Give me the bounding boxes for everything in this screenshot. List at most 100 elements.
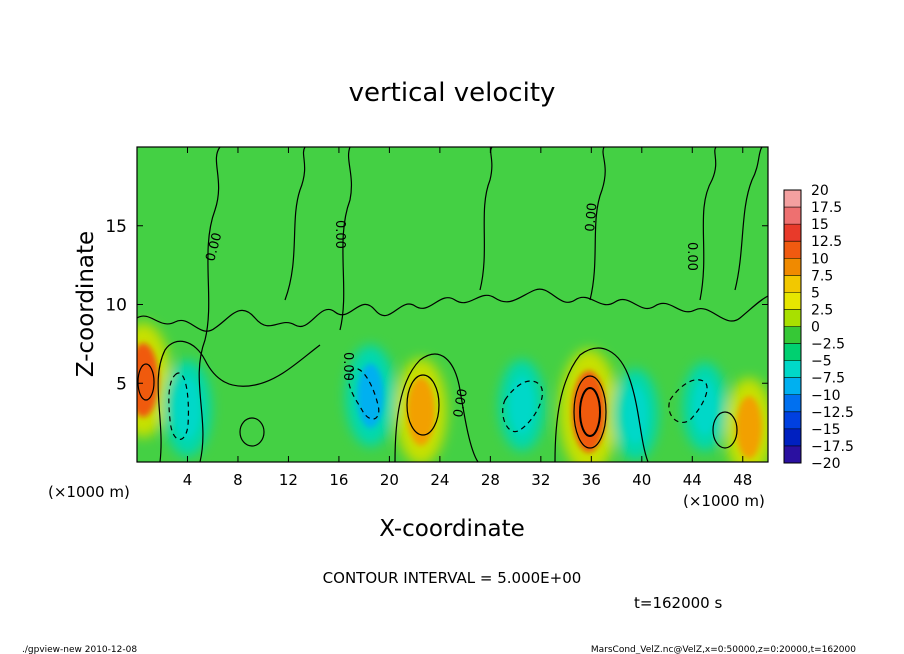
- colorbar-label: 12.5: [811, 234, 842, 250]
- x-tick-label: 48: [733, 471, 752, 489]
- x-tick-label: 44: [683, 471, 702, 489]
- colorbar-label: −10: [811, 388, 841, 404]
- contour-pos-22: [406, 374, 440, 436]
- contour-label: 0.00: [332, 220, 347, 249]
- x-tick-label: 16: [329, 471, 348, 489]
- colorbar-label: 10: [811, 251, 829, 267]
- colorbar-swatch: [784, 292, 801, 310]
- contour-pos-36-inner: [579, 387, 601, 437]
- colorbar-swatch: [784, 275, 801, 293]
- colorbar-label: −2.5: [811, 337, 845, 353]
- velocity-blob: [572, 370, 606, 453]
- colorbar-label: 0: [811, 320, 820, 336]
- zero-contour-upper-b: [284, 147, 306, 301]
- contour-label: 0.00: [340, 352, 355, 381]
- contour-neg-4: [168, 372, 190, 440]
- zero-contour-upper-e: [589, 147, 606, 301]
- plot-area: 0.00 0.00 0.00 0.00 0.00 0.00: [137, 147, 768, 462]
- contour-pos-left: [137, 363, 155, 401]
- y-tick-label: 15: [105, 217, 127, 237]
- colorbar-label: 2.5: [811, 302, 833, 318]
- velocity-field-cores: [137, 343, 762, 459]
- velocity-blob: [175, 378, 200, 439]
- colorbar-label: 20: [811, 183, 829, 199]
- contour-label: 0.00: [583, 202, 600, 232]
- x-axis-ticks: 4 8 12 16 20 24 28 32 36 40 44 48: [183, 147, 752, 489]
- velocity-blob: [357, 363, 384, 428]
- footer-right: MarsCond_VelZ.nc@VelZ,x=0:50000,z=0:2000…: [591, 645, 856, 654]
- colorbar-swatch: [784, 190, 801, 208]
- contour-label: 0.00: [451, 388, 471, 419]
- y-axis-ticks: 5 10 15: [105, 217, 768, 394]
- colorbar-swatch: [784, 445, 801, 464]
- colorbar-swatch: [784, 224, 801, 242]
- contour-label: 0.00: [684, 242, 699, 271]
- colorbar-swatch: [784, 428, 801, 447]
- contour-pos-36: [573, 375, 607, 449]
- y-tick-label: 5: [116, 374, 127, 394]
- velocity-blob: [736, 396, 762, 459]
- x-tick-label: 20: [380, 471, 399, 489]
- contour-neg-18: [348, 367, 380, 420]
- field-background: [137, 147, 768, 462]
- velocity-blob: [407, 377, 435, 446]
- chart-title: vertical velocity: [349, 78, 556, 108]
- x-tick-label: 12: [279, 471, 298, 489]
- colorbar-swatch: [784, 309, 801, 327]
- colorbar-swatch: [784, 360, 801, 379]
- colorbar-label: 17.5: [811, 200, 842, 216]
- x-tick-label: 32: [531, 471, 550, 489]
- x-tick-label: 36: [582, 471, 601, 489]
- colorbar-label: 15: [811, 217, 829, 233]
- zero-contour-upper-a: [198, 147, 221, 462]
- zero-contour-upper-g: [734, 147, 763, 291]
- colorbar-swatch: [784, 326, 801, 345]
- x-axis-title: X-coordinate: [379, 516, 525, 542]
- contour-neg-30: [502, 380, 543, 433]
- x-tick-label: 28: [481, 471, 500, 489]
- x-tick-label: 24: [430, 471, 449, 489]
- footer-left: ./gpview-new 2010-12-08: [22, 645, 137, 654]
- velocity-blob: [510, 377, 534, 434]
- zero-contour-lower-c: [554, 347, 649, 462]
- colorbar-swatch: [784, 394, 801, 413]
- colorbar-label: −7.5: [811, 371, 845, 387]
- x-tick-label: 8: [233, 471, 243, 489]
- x-unit-right: (×1000 m): [683, 492, 765, 510]
- colorbar-label: −5: [811, 354, 832, 370]
- time-text: t=162000 s: [634, 594, 722, 612]
- colorbar-swatch: [784, 207, 801, 225]
- colorbar-swatch: [784, 411, 801, 430]
- x-unit-left: (×1000 m): [48, 483, 130, 501]
- zero-contour-upper: [137, 288, 768, 332]
- colorbar-label: 7.5: [811, 268, 833, 284]
- colorbar-swatch: [784, 258, 801, 276]
- velocity-blob: [623, 386, 648, 443]
- colorbar-label: −15: [811, 422, 841, 438]
- colorbar-label: −20: [811, 456, 841, 472]
- zero-contour-upper-d: [479, 147, 493, 291]
- colorbar-swatch: [784, 343, 801, 362]
- contour-interval-text: CONTOUR INTERVAL = 5.000E+00: [323, 569, 582, 587]
- contour-label: 0.00: [203, 231, 225, 263]
- colorbar-label: −12.5: [811, 405, 854, 421]
- y-tick-label: 10: [105, 296, 127, 316]
- y-axis-title: Z-coordinate: [73, 231, 99, 377]
- contour-pos-10: [239, 417, 265, 447]
- zero-contour-lower-b: [394, 353, 479, 462]
- velocity-blob: [693, 379, 717, 435]
- x-tick-label: 40: [632, 471, 651, 489]
- colorbar-swatch: [784, 241, 801, 259]
- zero-contour-lower-a: [157, 340, 321, 462]
- contour-labels: 0.00 0.00 0.00 0.00 0.00 0.00: [203, 202, 699, 418]
- x-tick-label: 4: [183, 471, 193, 489]
- colorbar-label: −17.5: [811, 439, 854, 455]
- colorbar-label: 5: [811, 285, 820, 301]
- colorbar-swatch: [784, 377, 801, 396]
- zero-contour-upper-c: [339, 147, 353, 331]
- contour-lines: [137, 147, 768, 462]
- contour-pos-48: [712, 411, 738, 449]
- zero-contour-upper-f: [699, 147, 717, 301]
